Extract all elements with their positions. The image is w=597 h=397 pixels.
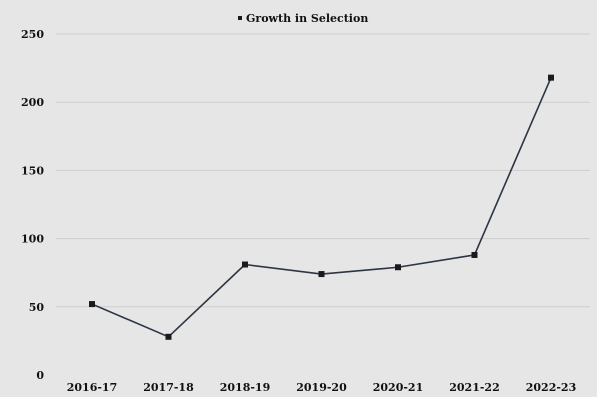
legend-marker bbox=[238, 16, 242, 20]
data-point-marker bbox=[395, 264, 401, 271]
x-axis-tick-labels: 2016-17 2017-18 2018-19 2019-20 2020-21 2021-… bbox=[67, 381, 577, 394]
data-point-marker bbox=[471, 251, 478, 258]
data-point-marker bbox=[165, 333, 172, 340]
data-point-marker bbox=[318, 271, 325, 278]
y-tick-label: 50 bbox=[29, 301, 45, 314]
x-tick-label: 2022-23 bbox=[526, 381, 577, 394]
data-point-marker bbox=[242, 261, 248, 268]
y-tick-label: 100 bbox=[21, 233, 44, 246]
data-point-marker bbox=[548, 74, 554, 81]
x-tick-label: 2020-21 bbox=[373, 381, 424, 394]
x-tick-label: 2019-20 bbox=[296, 381, 347, 394]
y-tick-label: 150 bbox=[21, 164, 44, 177]
chart-legend: Growth in Selection bbox=[238, 12, 368, 25]
series-growth-in-selection bbox=[89, 74, 554, 340]
x-tick-label: 2017-18 bbox=[143, 381, 194, 394]
x-tick-label: 2018-19 bbox=[220, 381, 271, 394]
data-point-marker bbox=[89, 301, 95, 308]
gridlines bbox=[56, 33, 590, 308]
y-tick-label: 0 bbox=[36, 369, 44, 382]
y-axis-tick-labels: 0 50 100 150 200 250 bbox=[21, 28, 44, 382]
x-tick-label: 2016-17 bbox=[67, 381, 118, 394]
y-tick-label: 250 bbox=[21, 28, 44, 41]
legend-label: Growth in Selection bbox=[246, 12, 368, 25]
y-tick-label: 200 bbox=[21, 96, 44, 109]
x-tick-label: 2021-22 bbox=[449, 381, 500, 394]
